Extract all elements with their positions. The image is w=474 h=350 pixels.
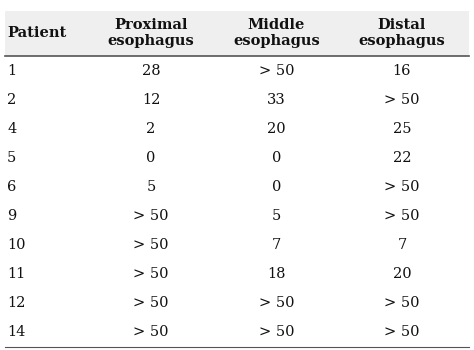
Text: > 50: > 50 [133,209,169,223]
Text: 11: 11 [7,267,26,281]
Text: Patient: Patient [7,26,66,40]
Text: 20: 20 [392,267,411,281]
Text: 10: 10 [7,238,26,252]
Text: Distal
esophagus: Distal esophagus [358,18,445,48]
Text: > 50: > 50 [384,209,419,223]
Text: 2: 2 [7,92,17,106]
Bar [5,143,469,172]
Text: > 50: > 50 [384,325,419,339]
Text: 18: 18 [267,267,286,281]
Bar [5,201,469,230]
Text: 9: 9 [7,209,17,223]
Bar [5,114,469,143]
Text: 5: 5 [7,150,17,165]
Text: 14: 14 [7,325,26,339]
Text: > 50: > 50 [259,296,294,310]
Text: 28: 28 [142,63,160,77]
Text: 25: 25 [392,122,411,136]
Text: 12: 12 [142,92,160,106]
Text: 33: 33 [267,92,286,106]
Text: 12: 12 [7,296,26,310]
Text: Middle
esophagus: Middle esophagus [233,18,320,48]
Text: > 50: > 50 [133,267,169,281]
Text: 0: 0 [272,180,281,194]
Text: 0: 0 [146,150,156,165]
Text: > 50: > 50 [133,238,169,252]
Text: > 50: > 50 [259,63,294,77]
Bar [5,259,469,288]
Bar [5,230,469,259]
Bar [5,85,469,114]
Bar [5,56,469,85]
Text: 0: 0 [272,150,281,165]
Text: > 50: > 50 [384,296,419,310]
Bar [5,172,469,201]
Text: 7: 7 [397,238,407,252]
Text: 4: 4 [7,122,17,136]
Bar [5,288,469,317]
Bar [5,317,469,346]
Text: 16: 16 [392,63,411,77]
Bar [5,10,469,56]
Text: > 50: > 50 [384,180,419,194]
Text: > 50: > 50 [259,325,294,339]
Text: 5: 5 [146,180,155,194]
Text: > 50: > 50 [133,325,169,339]
Text: 1: 1 [7,63,16,77]
Text: 2: 2 [146,122,155,136]
Text: > 50: > 50 [133,296,169,310]
Text: 22: 22 [392,150,411,165]
Text: 7: 7 [272,238,281,252]
Text: Proximal
esophagus: Proximal esophagus [108,18,194,48]
Text: 5: 5 [272,209,281,223]
Text: 6: 6 [7,180,17,194]
Text: 20: 20 [267,122,286,136]
Text: > 50: > 50 [384,92,419,106]
